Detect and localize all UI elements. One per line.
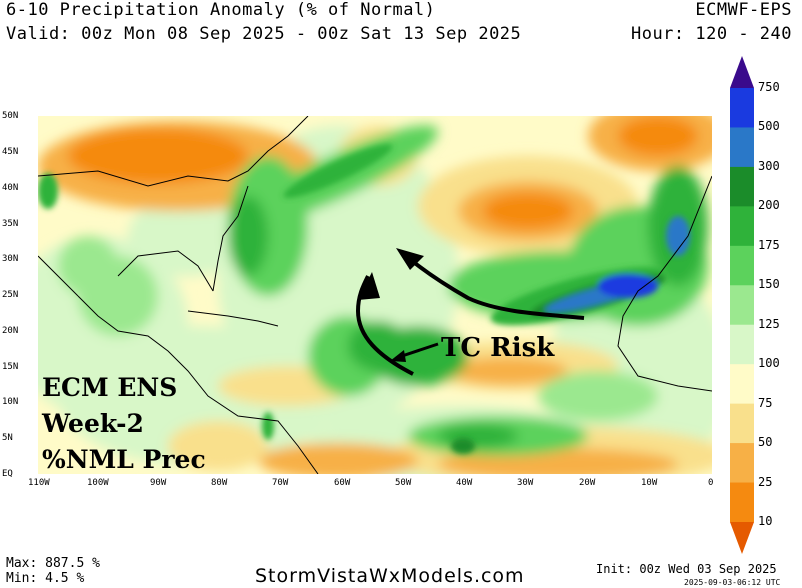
max-value: Max: 887.5 % (6, 556, 100, 571)
product-line-2: Week-2 (42, 409, 144, 438)
lon-label-40w: 40W (456, 478, 473, 488)
colorbar-label: 125 (758, 316, 780, 331)
colorbar-label: 100 (758, 356, 780, 371)
lat-label-10n: 10N (2, 397, 19, 407)
colorbar-label: 50 (758, 435, 773, 450)
lat-label-35n: 35N (2, 219, 19, 229)
coastlines (38, 116, 712, 474)
site-credit: StormVistaWxModels.com (255, 565, 525, 587)
lat-label-5n: 5N (2, 433, 13, 443)
colorbar-label: 750 (758, 80, 780, 94)
min-value: Min: 4.5 % (6, 571, 85, 586)
model-name: ECMWF-EPS (695, 0, 792, 20)
colorbar-label: 200 (758, 198, 780, 213)
lat-label-45n: 45N (2, 147, 19, 157)
colorbar-segment (730, 443, 754, 484)
lat-label-15n: 15N (2, 362, 19, 372)
colorbar-segment (730, 285, 754, 326)
colorbar-segment (730, 403, 754, 444)
lat-label-50n: 50N (2, 111, 19, 121)
precip-anomaly-map (38, 116, 712, 474)
init-time: Init: 00z Wed 03 Sep 2025 (596, 562, 777, 576)
pointer-head-icon (390, 350, 406, 362)
lon-label-10w: 10W (641, 478, 658, 488)
colorbar-segment (730, 127, 754, 168)
tc-risk-label: TC Risk (441, 333, 555, 363)
arrowhead-east-icon (396, 248, 424, 270)
lon-label-100w: 100W (87, 478, 109, 488)
lon-label-70w: 70W (272, 478, 289, 488)
lon-label-110w: 110W (28, 478, 50, 488)
tc-track-arrow-east (404, 254, 585, 320)
lon-label-80w: 80W (211, 478, 228, 488)
annotation-layer (355, 248, 585, 376)
colorbar-top-tip (730, 56, 754, 88)
lon-label-30w: 30W (517, 478, 534, 488)
colorbar-label: 500 (758, 119, 780, 134)
colorbar-segment (730, 324, 754, 365)
colorbar-label: 175 (758, 237, 780, 252)
colorbar-segment (730, 482, 754, 523)
tc-track-arrow-west (355, 275, 414, 376)
colorbar (730, 56, 754, 554)
forecast-hours: Hour: 120 - 240 (630, 24, 792, 44)
product-annotation: ECM ENS Week-2 %NML Prec (42, 370, 206, 478)
anomaly-field (38, 116, 712, 474)
colorbar-segment (730, 206, 754, 247)
lon-label-50w: 50W (395, 478, 412, 488)
valid-period: Valid: 00z Mon 08 Sep 2025 - 00z Sat 13 … (6, 24, 522, 44)
colorbar-segment (730, 245, 754, 286)
lon-label-60w: 60W (334, 478, 351, 488)
lat-label-eq: EQ (2, 469, 13, 479)
arrowhead-west-icon (358, 272, 380, 300)
colorbar-segment (730, 88, 754, 128)
colorbar-label: 10 (758, 514, 773, 528)
lat-label-25n: 25N (2, 290, 19, 300)
product-line-3: %NML Prec (42, 445, 206, 474)
lat-label-30n: 30N (2, 254, 19, 264)
lat-label-40n: 40N (2, 183, 19, 193)
colorbar-segment (730, 364, 754, 405)
chart-title: 6-10 Precipitation Anomaly (% of Normal) (6, 0, 436, 20)
colorbar-label: 300 (758, 158, 780, 173)
lat-label-20n: 20N (2, 326, 19, 336)
colorbar-label: 25 (758, 474, 773, 489)
colorbar-segment (730, 166, 754, 207)
generated-stamp: 2025-09-03-06:12 UTC (684, 578, 781, 587)
colorbar-label: 75 (758, 395, 773, 410)
lon-label-90w: 90W (150, 478, 167, 488)
product-line-1: ECM ENS (42, 373, 178, 402)
colorbar-label: 150 (758, 277, 780, 292)
lon-label-20w: 20W (579, 478, 596, 488)
colorbar-bottom-tip (730, 522, 754, 554)
lon-label-0: 0 (708, 478, 714, 488)
